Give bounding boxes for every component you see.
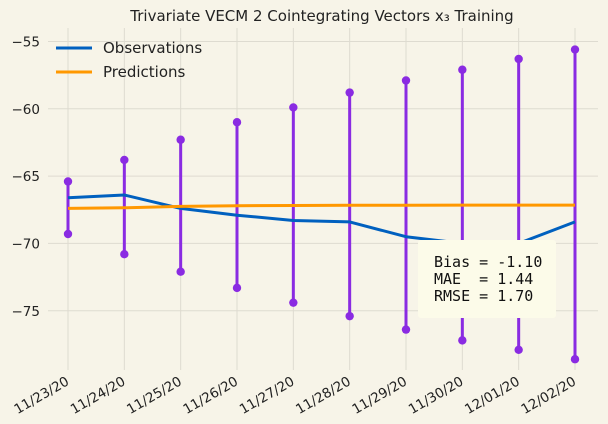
interval-upper-point	[176, 135, 185, 144]
interval-lower-point	[289, 298, 298, 307]
interval-lower-point	[345, 311, 354, 321]
series-line-predictions	[67, 203, 575, 210]
stats-line: MAE = 1.44	[434, 270, 533, 288]
interval-lower-point	[401, 325, 411, 334]
y-tick-label: −70	[12, 236, 41, 252]
interval-lower-point	[458, 336, 467, 345]
interval-upper-point	[401, 76, 411, 85]
chart-title: Trivariate VECM 2 Cointegrating Vectors …	[129, 7, 513, 25]
legend-label-observations: Observations	[103, 39, 202, 57]
interval-upper-point	[232, 118, 242, 127]
y-axis-ticks: −55 −60 −65 −70 −75	[12, 34, 41, 319]
stats-line: RMSE = 1.70	[434, 287, 533, 305]
y-tick-label: −75	[12, 304, 41, 320]
y-tick-label: −60	[12, 102, 41, 118]
interval-lower-point	[120, 250, 129, 259]
interval-upper-point	[570, 45, 580, 54]
interval-upper-point	[458, 65, 467, 74]
interval-lower-point	[232, 283, 242, 293]
interval-lower-point	[176, 267, 185, 276]
legend-label-predictions: Predictions	[103, 63, 186, 81]
interval-upper-point	[514, 54, 523, 64]
interval-lower-point	[514, 345, 523, 355]
y-tick-label: −55	[12, 34, 41, 50]
y-tick-label: −65	[12, 169, 41, 185]
interval-lower-point	[63, 229, 73, 239]
interval-upper-point	[63, 177, 73, 186]
interval-lower-point	[570, 355, 580, 364]
interval-upper-point	[289, 103, 298, 112]
legend: Observations Predictions	[56, 39, 202, 81]
interval-upper-point	[120, 155, 129, 165]
stats-box-background	[418, 240, 556, 318]
stats-line: Bias = -1.10	[434, 253, 542, 271]
interval-upper-point	[345, 88, 354, 97]
